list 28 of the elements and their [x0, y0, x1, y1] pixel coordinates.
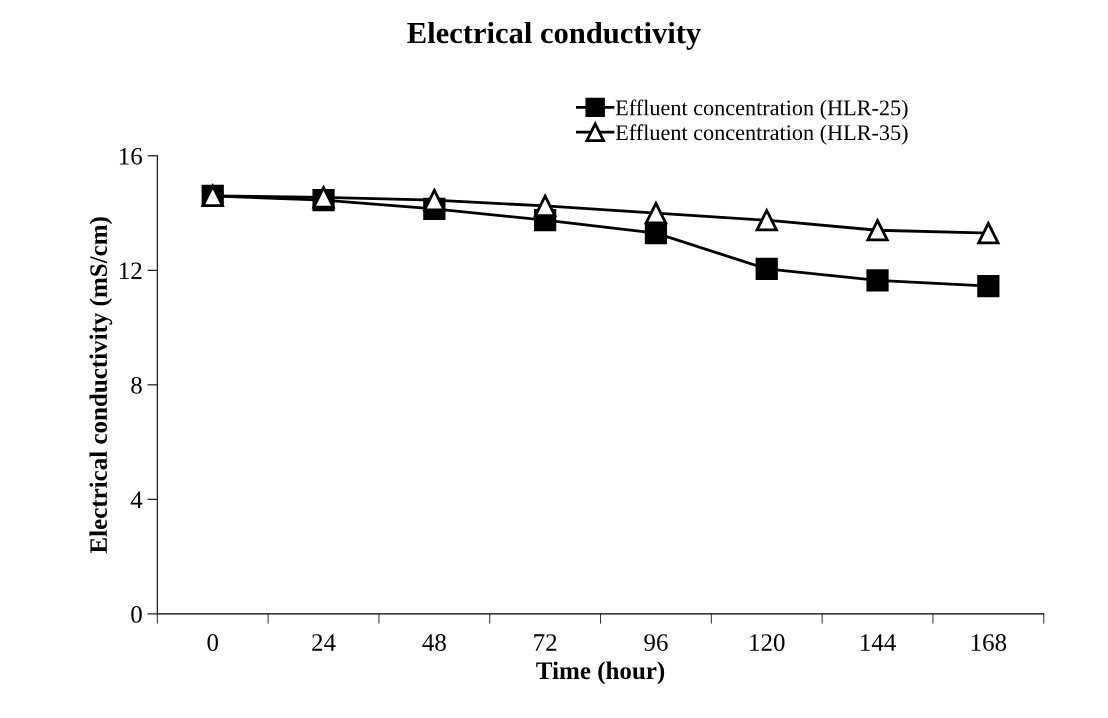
point [866, 269, 889, 292]
x-tick-label: 96 [644, 634, 668, 651]
point [866, 219, 889, 242]
point [644, 201, 668, 225]
x-tick-label: 144 [860, 634, 896, 651]
point [977, 274, 1000, 298]
y-tick-label: 0 [131, 605, 142, 623]
point [534, 194, 557, 218]
x-tick-label: 48 [422, 634, 446, 651]
y-tick-label: 16 [119, 147, 143, 165]
y-axis-title: Electrical conductivity (mS/cm) [89, 217, 113, 554]
point [977, 222, 1000, 245]
y-tick-label: 8 [131, 376, 142, 394]
legend-label: Effluent concentration (HLR-25) [615, 99, 908, 120]
point [755, 257, 778, 281]
y-tick-label: 4 [130, 491, 143, 509]
x-tick-label: 168 [971, 634, 1007, 651]
legend-label: Effluent concentration (HLR-35) [615, 124, 908, 145]
point [423, 189, 446, 212]
y-tick-label: 12 [119, 262, 142, 279]
x-tick-label: 120 [750, 634, 785, 651]
chart-title: Electrical conductivity [407, 21, 701, 50]
x-tick-label: 24 [312, 634, 336, 651]
point [644, 222, 668, 245]
x-axis-title: Time (hour) [536, 661, 665, 685]
x-tick-label: 0 [207, 634, 219, 651]
x-tick-label: 72 [534, 634, 557, 651]
point [755, 209, 778, 232]
